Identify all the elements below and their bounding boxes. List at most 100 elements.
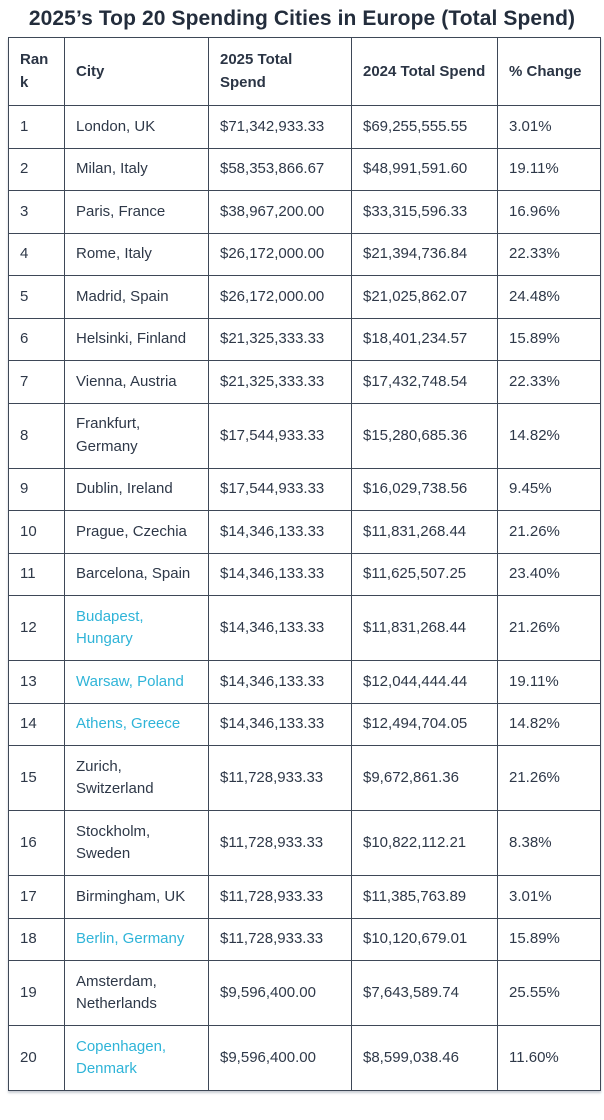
spend-2024-cell: $11,625,507.25 <box>351 552 498 597</box>
spend-2025-cell: $14,346,133.33 <box>208 660 352 704</box>
spend-2024-cell: $10,120,679.01 <box>351 917 498 962</box>
spend-2025-cell: $26,172,000.00 <box>208 275 352 319</box>
spend-2025-cell: $14,346,133.33 <box>208 702 352 747</box>
table-row: 3 Paris, France $38,967,200.00 $33,315,596.… <box>8 190 601 234</box>
pct-change-cell: 21.26% <box>497 510 601 554</box>
table-body: 1 London, UK $71,342,933.33 $69,255,555.55 3… <box>8 105 601 1092</box>
pct-change-cell: 11.60% <box>497 1025 601 1092</box>
rank-cell: 19 <box>8 960 65 1027</box>
pct-change-cell: 19.11% <box>497 147 601 192</box>
pct-change-cell: 22.33% <box>497 360 601 404</box>
rank-cell: 2 <box>8 147 65 192</box>
spend-2025-cell: $71,342,933.33 <box>208 105 352 149</box>
spend-2025-cell: $17,544,933.33 <box>208 467 352 512</box>
rank-cell: 1 <box>8 105 65 149</box>
city-link[interactable]: Athens, Greece <box>64 702 209 747</box>
table-row: 8 Frankfurt, Germany $17,544,933.33 $15,280,… <box>8 402 601 469</box>
header-row: Rank City 2025 Total Spend 2024 Total Sp… <box>8 37 601 107</box>
pct-change-cell: 3.01% <box>497 875 601 919</box>
rank-cell: 6 <box>8 317 65 362</box>
rank-cell: 16 <box>8 810 65 877</box>
pct-change-cell: 3.01% <box>497 105 601 149</box>
city-cell: Barcelona, Spain <box>64 552 209 597</box>
spend-2024-cell: $9,672,861.36 <box>351 745 498 812</box>
spend-2024-cell: $7,643,589.74 <box>351 960 498 1027</box>
city-cell: Dublin, Ireland <box>64 467 209 512</box>
table-row: 20 Copenhagen, Denmark $9,596,400.00 $8,599,… <box>8 1025 601 1092</box>
table-row: 10 Prague, Czechia $14,346,133.33 $11,831,2… <box>8 510 601 554</box>
spend-2024-cell: $16,029,738.56 <box>351 467 498 512</box>
spend-2025-cell: $9,596,400.00 <box>208 1025 352 1092</box>
city-link[interactable]: Berlin, Germany <box>64 917 209 962</box>
pct-change-cell: 24.48% <box>497 275 601 319</box>
spend-2024-cell: $11,831,268.44 <box>351 595 498 662</box>
city-cell: Birmingham, UK <box>64 875 209 919</box>
pct-change-cell: 15.89% <box>497 917 601 962</box>
spend-2025-cell: $14,346,133.33 <box>208 595 352 662</box>
rank-cell: 13 <box>8 660 65 704</box>
spend-2025-cell: $26,172,000.00 <box>208 232 352 277</box>
rank-cell: 9 <box>8 467 65 512</box>
pct-change-cell: 14.82% <box>497 402 601 469</box>
spend-2024-cell: $48,991,591.60 <box>351 147 498 192</box>
rank-cell: 3 <box>8 190 65 234</box>
pct-change-cell: 25.55% <box>497 960 601 1027</box>
city-cell: Madrid, Spain <box>64 275 209 319</box>
pct-change-cell: 15.89% <box>497 317 601 362</box>
spend-2024-cell: $10,822,112.21 <box>351 810 498 877</box>
rank-cell: 5 <box>8 275 65 319</box>
city-cell: Amsterdam, Netherlands <box>64 960 209 1027</box>
table-row: 15 Zurich, Switzerland $11,728,933.33 $9,672… <box>8 745 601 812</box>
table-row: 12 Budapest, Hungary $14,346,133.33 $11,831,… <box>8 595 601 662</box>
rank-cell: 8 <box>8 402 65 469</box>
rank-cell: 20 <box>8 1025 65 1092</box>
table-row: 13 Warsaw, Poland $14,346,133.33 $12,044,44… <box>8 660 601 704</box>
rank-cell: 11 <box>8 552 65 597</box>
spend-2024-cell: $21,025,862.07 <box>351 275 498 319</box>
table-header: Rank City 2025 Total Spend 2024 Total Sp… <box>8 37 601 107</box>
city-cell: Helsinki, Finland <box>64 317 209 362</box>
table-row: 14 Athens, Greece $14,346,133.33 $12,494,70… <box>8 702 601 747</box>
spend-2024-cell: $8,599,038.46 <box>351 1025 498 1092</box>
rank-cell: 12 <box>8 595 65 662</box>
pct-change-cell: 23.40% <box>497 552 601 597</box>
rank-cell: 14 <box>8 702 65 747</box>
spend-2024-cell: $15,280,685.36 <box>351 402 498 469</box>
table-row: 16 Stockholm, Sweden $11,728,933.33 $10,822,… <box>8 810 601 877</box>
rank-cell: 15 <box>8 745 65 812</box>
spend-2024-cell: $12,494,704.05 <box>351 702 498 747</box>
pct-change-cell: 9.45% <box>497 467 601 512</box>
spend-2024-cell: $21,394,736.84 <box>351 232 498 277</box>
spend-2025-cell: $21,325,333.33 <box>208 317 352 362</box>
city-cell: Milan, Italy <box>64 147 209 192</box>
spend-2025-cell: $14,346,133.33 <box>208 510 352 554</box>
spend-2024-cell: $12,044,444.44 <box>351 660 498 704</box>
spend-2025-cell: $11,728,933.33 <box>208 810 352 877</box>
spend-2024-cell: $69,255,555.55 <box>351 105 498 149</box>
rank-cell: 10 <box>8 510 65 554</box>
city-link[interactable]: Copenhagen, Denmark <box>64 1025 209 1092</box>
spend-2024-cell: $33,315,596.33 <box>351 190 498 234</box>
header-rank: Rank <box>8 37 65 107</box>
city-cell: Paris, France <box>64 190 209 234</box>
table-row: 4 Rome, Italy $26,172,000.00 $21,394,736.84… <box>8 232 601 277</box>
header-2024-spend: 2024 Total Spend <box>351 37 498 107</box>
spend-2025-cell: $21,325,333.33 <box>208 360 352 404</box>
spend-2025-cell: $58,353,866.67 <box>208 147 352 192</box>
table-row: 11 Barcelona, Spain $14,346,133.33 $11,625,… <box>8 552 601 597</box>
spend-2025-cell: $14,346,133.33 <box>208 552 352 597</box>
header-pct-change: % Change <box>497 37 601 107</box>
spend-2024-cell: $11,831,268.44 <box>351 510 498 554</box>
city-cell: London, UK <box>64 105 209 149</box>
table-row: 7 Vienna, Austria $21,325,333.33 $17,432,74… <box>8 360 601 404</box>
city-cell: Rome, Italy <box>64 232 209 277</box>
city-link[interactable]: Budapest, Hungary <box>64 595 209 662</box>
spend-2024-cell: $11,385,763.89 <box>351 875 498 919</box>
city-cell: Zurich, Switzerland <box>64 745 209 812</box>
table-row: 1 London, UK $71,342,933.33 $69,255,555.55 3… <box>8 105 601 149</box>
city-cell: Stockholm, Sweden <box>64 810 209 877</box>
rank-cell: 17 <box>8 875 65 919</box>
city-cell: Vienna, Austria <box>64 360 209 404</box>
city-link[interactable]: Warsaw, Poland <box>64 660 209 704</box>
